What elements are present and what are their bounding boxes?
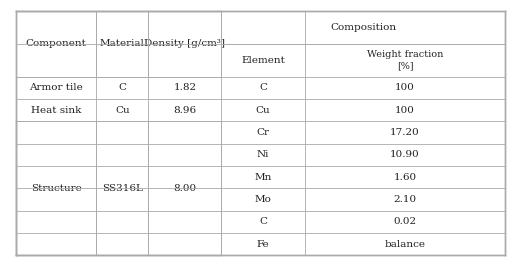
Text: 0.02: 0.02 <box>393 217 417 226</box>
Text: 2.10: 2.10 <box>393 195 417 204</box>
Text: Cu: Cu <box>115 106 130 115</box>
Text: Mn: Mn <box>254 173 272 182</box>
Bar <box>96 121 148 255</box>
Text: Mo: Mo <box>255 195 271 204</box>
Bar <box>148 11 221 44</box>
Text: 8.96: 8.96 <box>173 106 196 115</box>
Text: Density [g/cm³]: Density [g/cm³] <box>144 39 226 48</box>
Bar <box>16 11 96 44</box>
Text: balance: balance <box>384 240 426 249</box>
Text: Structure: Structure <box>31 184 81 193</box>
Text: Element: Element <box>241 56 285 65</box>
Text: Component: Component <box>26 39 86 48</box>
Text: SS316L: SS316L <box>102 184 143 193</box>
Text: Cu: Cu <box>256 106 270 115</box>
Text: C: C <box>259 83 267 92</box>
Text: 1.82: 1.82 <box>173 83 196 92</box>
Text: Cr: Cr <box>257 128 269 137</box>
Text: 100: 100 <box>395 106 415 115</box>
Text: Ni: Ni <box>257 150 269 159</box>
Text: C: C <box>118 83 127 92</box>
Text: Heat sink: Heat sink <box>31 106 81 115</box>
Text: Composition: Composition <box>330 23 396 32</box>
Text: C: C <box>259 217 267 226</box>
Text: 8.00: 8.00 <box>173 184 196 193</box>
Text: Material: Material <box>100 39 145 48</box>
Text: Fe: Fe <box>257 240 269 249</box>
Text: Armor tile: Armor tile <box>29 83 83 92</box>
Bar <box>96 11 148 44</box>
Bar <box>16 121 96 255</box>
Text: 1.60: 1.60 <box>393 173 417 182</box>
Bar <box>148 121 221 255</box>
Text: 10.90: 10.90 <box>390 150 420 159</box>
Text: Weight fraction
[%]: Weight fraction [%] <box>367 50 443 70</box>
Text: 17.20: 17.20 <box>390 128 420 137</box>
Text: 100: 100 <box>395 83 415 92</box>
